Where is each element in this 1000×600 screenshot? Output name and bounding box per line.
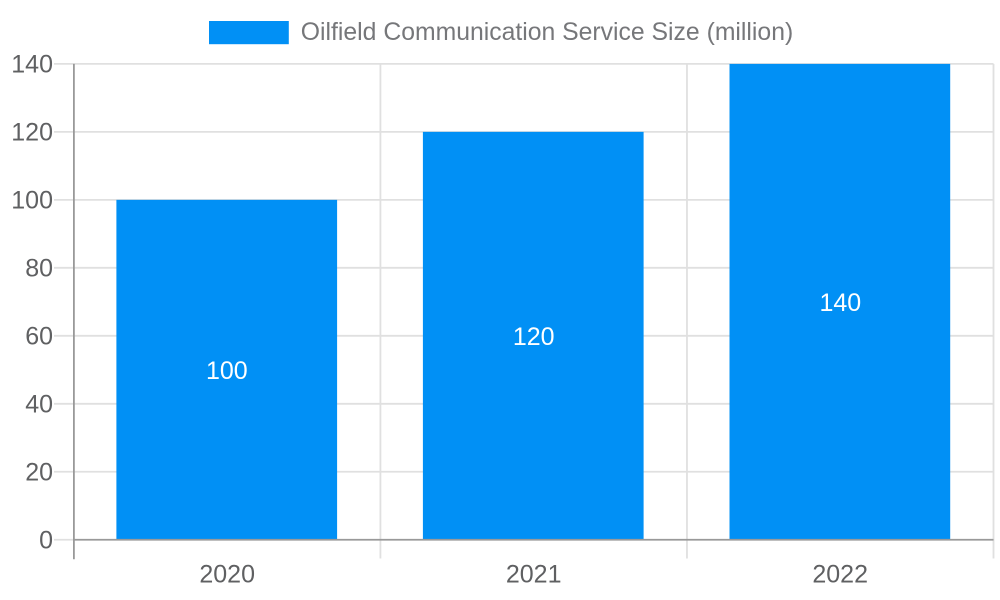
svg-text:120: 120 xyxy=(11,119,53,147)
svg-text:100: 100 xyxy=(206,357,248,385)
svg-text:2021: 2021 xyxy=(506,561,562,589)
svg-text:100: 100 xyxy=(11,187,53,215)
svg-text:60: 60 xyxy=(25,322,53,350)
svg-text:120: 120 xyxy=(513,323,555,351)
svg-text:80: 80 xyxy=(25,254,53,282)
svg-text:20: 20 xyxy=(25,458,53,486)
svg-text:2022: 2022 xyxy=(812,561,868,589)
svg-text:Oilfield Communication Service: Oilfield Communication Service Size (mil… xyxy=(301,19,793,46)
svg-text:140: 140 xyxy=(819,289,861,317)
svg-text:140: 140 xyxy=(11,51,53,79)
svg-text:40: 40 xyxy=(25,390,53,418)
svg-text:0: 0 xyxy=(39,526,53,554)
svg-text:2020: 2020 xyxy=(199,561,255,589)
